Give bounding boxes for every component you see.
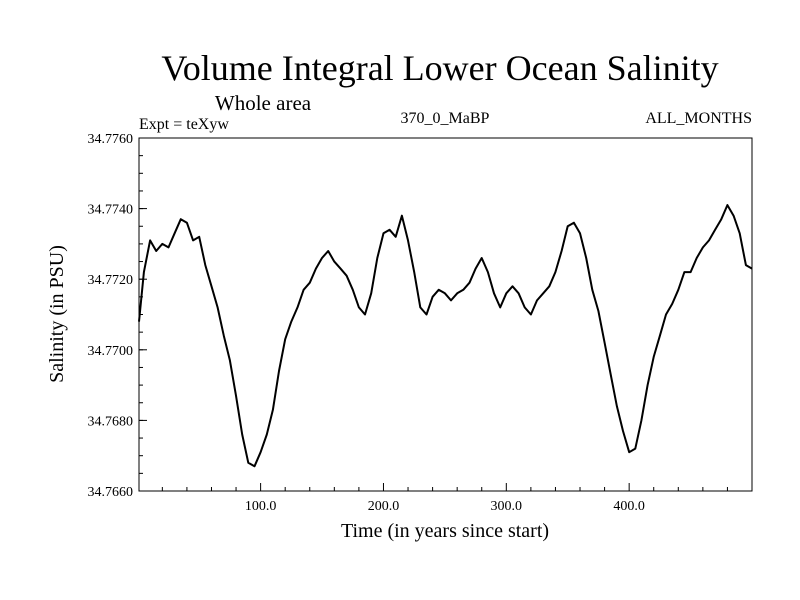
run-id-label: 370_0_MaBP — [401, 110, 490, 127]
x-tick-label: 100.0 — [245, 499, 277, 514]
y-tick-label: 34.7740 — [88, 203, 134, 218]
y-tick-label: 34.7680 — [88, 414, 134, 429]
chart-title: Volume Integral Lower Ocean Salinity — [161, 48, 718, 88]
experiment-label: Expt = teXyw — [139, 116, 229, 133]
months-label: ALL_MONTHS — [645, 110, 752, 127]
y-axis: 34.7660 34.7680 34.7700 34.7720 34.7740 34.77… — [88, 132, 147, 500]
y-tick-label: 34.7660 — [88, 485, 134, 500]
x-tick-label: 400.0 — [613, 499, 645, 514]
x-axis: 100.0 200.0 300.0 400.0 — [161, 483, 728, 514]
x-tick-label: 300.0 — [491, 499, 523, 514]
y-axis-label: Salinity (in PSU) — [46, 245, 68, 383]
x-axis-label: Time (in years since start) — [341, 520, 549, 542]
y-tick-label: 34.7700 — [88, 344, 134, 359]
y-tick-label: 34.7760 — [88, 132, 134, 147]
y-tick-label: 34.7720 — [88, 273, 134, 288]
x-tick-label: 200.0 — [368, 499, 400, 514]
chart-subtitle: Whole area — [215, 91, 312, 115]
plot-frame — [138, 137, 753, 492]
salinity-series-line — [138, 204, 753, 468]
